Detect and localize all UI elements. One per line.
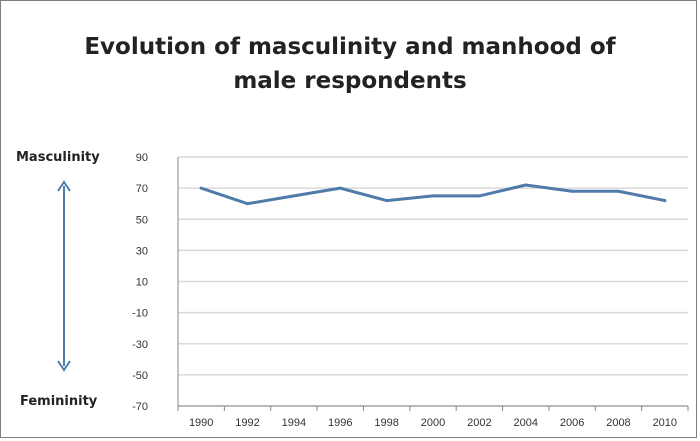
x-tick-label: 1990 [189, 417, 213, 429]
data-point [616, 189, 620, 193]
data-point [663, 199, 667, 203]
arrow-head-down-icon [57, 360, 71, 372]
y-tick-label: 70 [136, 183, 148, 195]
x-tick-label: 2004 [513, 417, 537, 429]
data-point [431, 194, 435, 198]
x-tick-label: 1994 [282, 417, 306, 429]
data-point [570, 189, 574, 193]
y-tick-label: 30 [136, 245, 148, 257]
y-tick-label: -50 [132, 370, 148, 382]
x-tick-label: 2008 [606, 417, 630, 429]
data-point [524, 183, 528, 187]
x-tick-label: 1992 [235, 417, 259, 429]
data-point [477, 194, 481, 198]
data-point [338, 186, 342, 190]
x-tick-label: 1998 [374, 417, 398, 429]
data-point [385, 199, 389, 203]
chart-title: Evolution of masculinity and manhood of … [0, 30, 700, 98]
data-point [199, 186, 203, 190]
chart-title-line-1: Evolution of masculinity and manhood of [84, 34, 616, 60]
scale-arrow [57, 180, 71, 372]
data-point [246, 202, 250, 206]
axes [177, 157, 689, 411]
arrow-head-up-icon [57, 180, 71, 192]
y-tick-label: -30 [132, 339, 148, 351]
x-tick-label: 2000 [421, 417, 445, 429]
y-tick-label: -10 [132, 308, 148, 320]
femininity-label: Femininity [20, 394, 98, 409]
x-tick-label: 2006 [560, 417, 584, 429]
y-tick-label: -70 [132, 401, 148, 413]
y-tick-label: 90 [136, 152, 148, 164]
data-point [292, 194, 296, 198]
y-tick-label: 50 [136, 214, 148, 226]
x-tick-label: 2010 [653, 417, 677, 429]
x-tick-label: 2002 [467, 417, 491, 429]
x-tick-label: 1996 [328, 417, 352, 429]
y-tick-label: 10 [136, 277, 148, 289]
masculinity-label: Masculinity [16, 150, 100, 165]
tick-labels: 90 70 50 30 10 -10 -30 -50 -70 1990 1992 1994 1996 19… [132, 152, 677, 429]
chart-title-line-2: male respondents [233, 68, 467, 94]
gridlines [178, 156, 688, 407]
series-layer [199, 183, 667, 206]
